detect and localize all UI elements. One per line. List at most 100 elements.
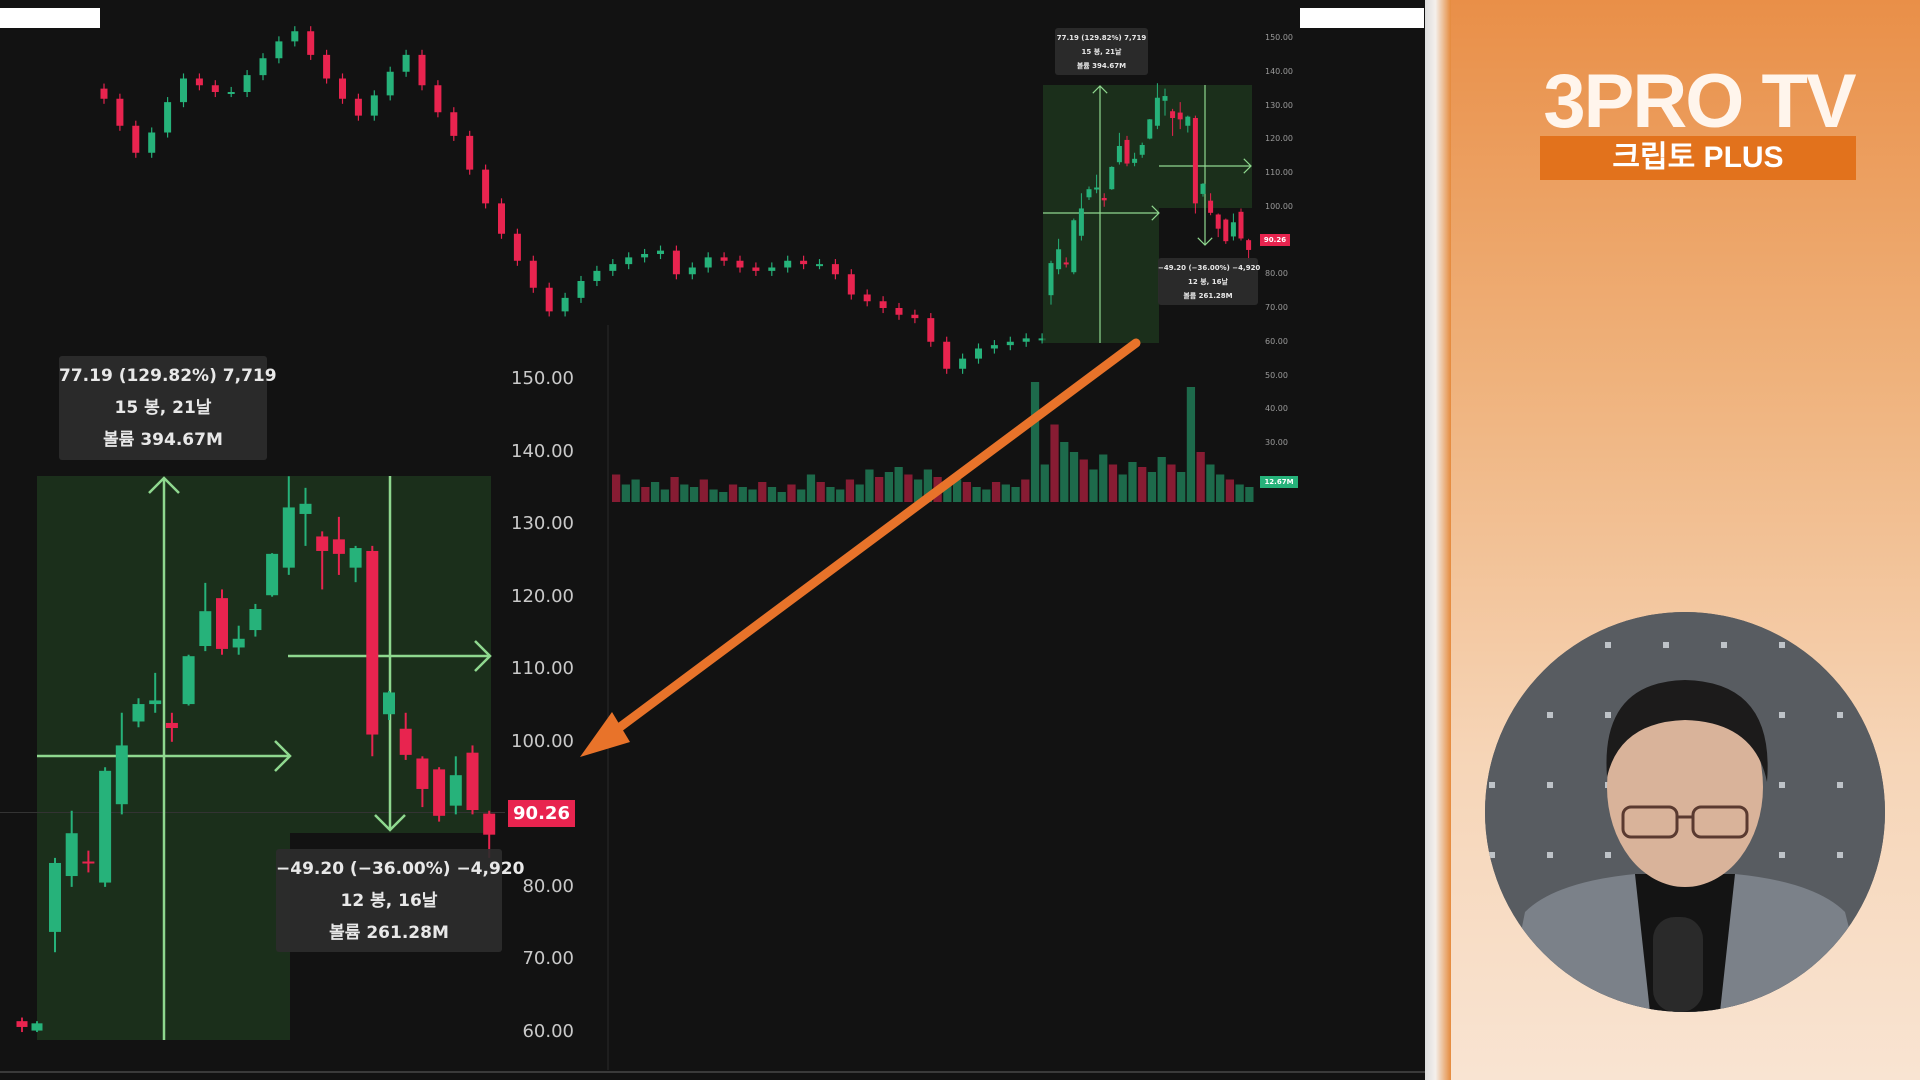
- inset-axis-tick: 80.00: [522, 875, 574, 897]
- inset-candle: [266, 553, 279, 596]
- overview-candle: [911, 314, 919, 319]
- overview-candle: [545, 287, 553, 312]
- volume-bar: [1216, 474, 1225, 502]
- overview-candle: [561, 297, 569, 312]
- mini-candle: [1170, 111, 1176, 118]
- volume-bars: [612, 382, 1254, 502]
- mini-candle: [1154, 97, 1160, 126]
- overview-candle: [704, 257, 712, 268]
- rise-measure-tooltip: 77.19 (129.82%) 7,719 15 봉, 21날 볼륨 394.6…: [59, 356, 277, 460]
- overview-candle: [863, 294, 871, 302]
- overview-candle: [847, 274, 855, 295]
- volume-bar: [865, 469, 874, 502]
- mini-candle: [1162, 96, 1168, 101]
- volume-bar: [728, 484, 738, 502]
- inset-candle: [149, 700, 162, 705]
- mini-candle: [1094, 187, 1100, 190]
- mini-fall-tooltip: −49.20 (−36.00%) −4,920 12 봉, 16날 볼륨 261…: [1158, 258, 1260, 305]
- overview-chart: [100, 26, 1046, 374]
- overview-candle: [609, 264, 617, 271]
- inset-candle: [199, 611, 212, 647]
- volume-bar: [806, 474, 816, 502]
- fall-volume: 볼륨 261.28M: [329, 923, 449, 943]
- overview-candle: [593, 270, 601, 281]
- mini-candle: [1208, 200, 1214, 213]
- inset-candle: [349, 548, 362, 568]
- volume-bar: [1040, 464, 1049, 502]
- volume-bar: [777, 492, 786, 502]
- volume-bar: [689, 487, 699, 502]
- volume-bar: [845, 479, 855, 502]
- measure-arrowhead: [1243, 158, 1252, 174]
- overview-candle: [323, 54, 331, 79]
- overview-candle: [275, 41, 283, 59]
- volume-bar: [962, 482, 971, 502]
- overview-candle: [402, 54, 410, 72]
- inset-candle: [433, 769, 446, 816]
- volume-bar: [1196, 452, 1205, 502]
- overview-candle: [386, 71, 394, 96]
- overview-axis-tick: 70.00: [1265, 303, 1288, 312]
- volume-bar: [1069, 452, 1079, 502]
- volume-bar: [875, 477, 884, 502]
- volume-bar: [816, 482, 825, 502]
- overview-candle: [959, 358, 967, 369]
- measure-arrowhead: [1151, 205, 1160, 221]
- volume-bar: [1225, 479, 1235, 502]
- inset-candle: [49, 862, 61, 932]
- overview-axis-tick: 150.00: [1265, 33, 1293, 42]
- orange-arrow: [580, 338, 1141, 757]
- overview-candle: [291, 31, 299, 42]
- inset-axis-tick: 70.00: [522, 948, 574, 970]
- mini-zone-fall: [1043, 85, 1252, 208]
- inset-candle: [282, 507, 295, 568]
- volume-bar: [631, 479, 640, 502]
- volume-bar: [1011, 487, 1020, 502]
- overview-candle: [641, 254, 649, 258]
- volume-bar: [991, 482, 1001, 502]
- overview-candle: [672, 250, 680, 275]
- overview-candle: [180, 78, 187, 103]
- volume-bar: [855, 484, 864, 502]
- inset-candle: [65, 833, 78, 877]
- overview-candle: [657, 250, 664, 254]
- overview-candle: [132, 125, 140, 153]
- overview-candle: [625, 257, 633, 265]
- overview-candle: [466, 135, 474, 170]
- volume-bar: [826, 487, 835, 502]
- inset-axis-tick: 150.00: [511, 368, 574, 389]
- volume-bar: [1030, 382, 1040, 502]
- overview-candle: [370, 95, 378, 116]
- inset-axis-tick: 140.00: [511, 440, 574, 462]
- frame-divider: [1425, 0, 1451, 1080]
- presenter-webcam: [1485, 612, 1885, 1012]
- inset-axis-tick: 120.00: [511, 585, 574, 607]
- volume-bar: [748, 489, 757, 502]
- overview-axis-tick: 120.00: [1265, 134, 1293, 144]
- overview-last-price-badge: 90.26: [1260, 234, 1290, 246]
- volume-bar: [699, 479, 708, 502]
- mini-candle: [1230, 222, 1236, 237]
- overview-candle: [720, 257, 728, 261]
- overview-axis-tick: 40.00: [1265, 404, 1288, 414]
- overview-candle: [816, 264, 823, 267]
- mini-rise-bars: 15 봉, 21날: [1081, 48, 1122, 56]
- overview-candle: [195, 78, 203, 86]
- inset-chart: [0, 476, 505, 1040]
- volume-bar: [1001, 484, 1010, 502]
- overview-axis-tick: 110.00: [1265, 168, 1293, 177]
- measure-arrowhead: [374, 814, 406, 832]
- inset-candle: [366, 550, 379, 735]
- mini-candle: [1056, 249, 1062, 270]
- inset-axis-tick: 110.00: [511, 658, 574, 680]
- measure-arrowhead: [274, 740, 292, 772]
- volume-bar: [1079, 459, 1088, 502]
- inset-axis-tick: 100.00: [511, 730, 574, 752]
- inset-candle: [483, 813, 496, 835]
- fall-measure-tooltip: −49.20 (−36.00%) −4,920 12 봉, 16날 볼륨 261…: [276, 849, 524, 952]
- inset-candle: [216, 598, 228, 649]
- inset-candle: [249, 609, 262, 631]
- inset-candle: [383, 692, 395, 715]
- presenter-image: [1485, 612, 1885, 1012]
- overview-candle: [354, 98, 362, 116]
